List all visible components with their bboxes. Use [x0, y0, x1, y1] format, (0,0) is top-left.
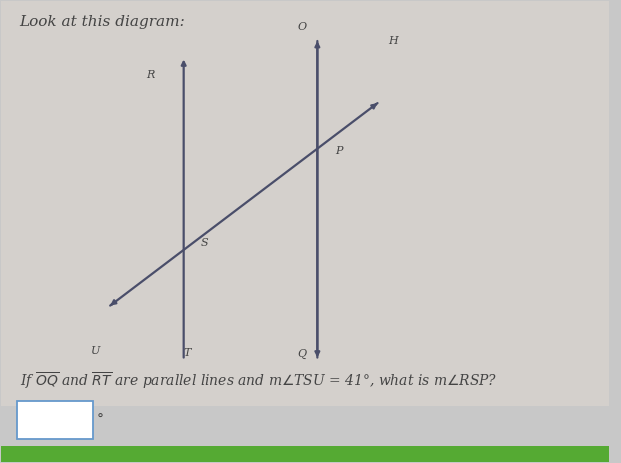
- Text: If $\overline{OQ}$ and $\overline{RT}$ are parallel lines and m$\angle$TSU = 41°: If $\overline{OQ}$ and $\overline{RT}$ a…: [20, 371, 497, 391]
- Text: S: S: [201, 238, 209, 248]
- FancyBboxPatch shape: [1, 1, 609, 407]
- FancyBboxPatch shape: [1, 445, 609, 463]
- Text: P: P: [335, 146, 342, 156]
- Text: U: U: [91, 346, 100, 356]
- Text: °: °: [97, 413, 104, 427]
- Text: Look at this diagram:: Look at this diagram:: [20, 15, 185, 29]
- Text: R: R: [146, 70, 155, 80]
- Text: O: O: [297, 22, 307, 31]
- Text: T: T: [183, 349, 191, 358]
- Text: H: H: [388, 36, 398, 45]
- Text: Q: Q: [297, 349, 307, 358]
- FancyBboxPatch shape: [17, 401, 93, 438]
